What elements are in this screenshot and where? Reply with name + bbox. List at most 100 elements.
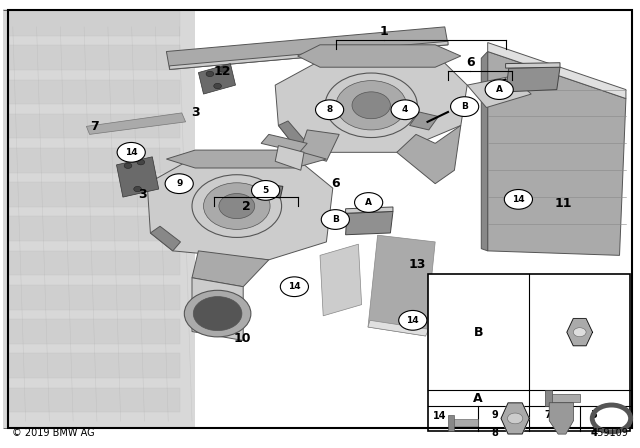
Polygon shape [501,403,529,434]
Circle shape [184,290,251,337]
Text: 14: 14 [433,411,447,421]
Bar [8,11,180,36]
Polygon shape [261,134,307,152]
Polygon shape [275,146,304,170]
Bar [8,114,180,138]
Text: 7: 7 [545,410,551,420]
Circle shape [485,80,513,99]
Circle shape [192,175,282,237]
Bar [8,319,180,344]
Polygon shape [506,63,560,68]
Text: 6: 6 [466,56,475,69]
Bar [8,216,180,241]
Polygon shape [549,403,573,434]
Circle shape [204,183,270,229]
Circle shape [325,73,417,138]
Circle shape [352,92,390,119]
Polygon shape [454,419,479,426]
Text: 4: 4 [402,105,408,114]
Circle shape [252,181,280,200]
Circle shape [206,71,214,77]
Text: © 2019 BMW AG: © 2019 BMW AG [12,428,94,438]
Circle shape [124,163,132,168]
Polygon shape [320,244,362,316]
Text: 14: 14 [512,195,525,204]
Circle shape [504,190,532,209]
Text: 9: 9 [176,179,182,188]
Text: 7: 7 [90,120,99,133]
Polygon shape [166,27,448,69]
Text: B: B [461,102,468,111]
Text: B: B [332,215,339,224]
Circle shape [321,210,349,229]
Text: 8: 8 [326,105,333,114]
Text: 14: 14 [406,316,419,325]
Polygon shape [397,125,461,184]
Bar [8,148,180,172]
Polygon shape [86,113,186,134]
Text: 13: 13 [408,258,426,271]
Bar [8,251,180,276]
Circle shape [134,186,141,192]
Circle shape [336,81,406,130]
Text: A: A [496,85,502,94]
Polygon shape [261,184,283,198]
Polygon shape [192,251,269,287]
Bar [8,45,180,70]
Polygon shape [346,207,393,213]
Text: 9: 9 [492,410,498,420]
Text: 14: 14 [408,314,418,323]
Circle shape [508,413,523,424]
Polygon shape [192,278,243,340]
Circle shape [284,278,307,294]
Bar [8,80,180,104]
Polygon shape [198,64,236,94]
Text: A: A [365,198,372,207]
Circle shape [399,310,427,330]
Polygon shape [467,76,531,108]
Polygon shape [275,54,467,152]
Text: 3: 3 [191,106,200,120]
Text: 5: 5 [262,186,269,195]
Circle shape [401,311,424,327]
Circle shape [391,100,419,120]
Text: 10: 10 [233,332,251,345]
Polygon shape [346,211,393,235]
Text: 459109: 459109 [591,428,628,438]
Polygon shape [116,157,159,197]
Circle shape [117,142,145,162]
Polygon shape [170,41,448,69]
Text: 6: 6 [331,177,340,190]
Text: B: B [474,326,483,339]
Text: 1: 1 [380,25,388,38]
Circle shape [573,328,586,337]
Polygon shape [147,157,333,260]
Text: 5: 5 [590,410,597,420]
Polygon shape [448,415,454,431]
Text: 14: 14 [288,282,301,291]
Polygon shape [278,121,307,152]
Circle shape [193,297,242,331]
Polygon shape [545,390,552,406]
Circle shape [219,67,227,72]
Polygon shape [488,43,626,99]
Polygon shape [368,320,429,336]
Polygon shape [567,319,593,346]
Text: 8: 8 [492,428,498,438]
Polygon shape [410,112,438,130]
Polygon shape [150,226,180,251]
Polygon shape [552,395,580,401]
Polygon shape [368,235,435,336]
Bar [8,182,180,207]
Circle shape [214,83,221,89]
Bar [8,285,180,310]
Circle shape [137,159,145,165]
Polygon shape [488,52,626,255]
Text: 14: 14 [125,148,138,157]
Circle shape [355,193,383,212]
Polygon shape [298,45,461,67]
Text: A: A [474,392,483,405]
Polygon shape [506,67,560,92]
Circle shape [280,277,308,297]
Bar [8,353,180,378]
